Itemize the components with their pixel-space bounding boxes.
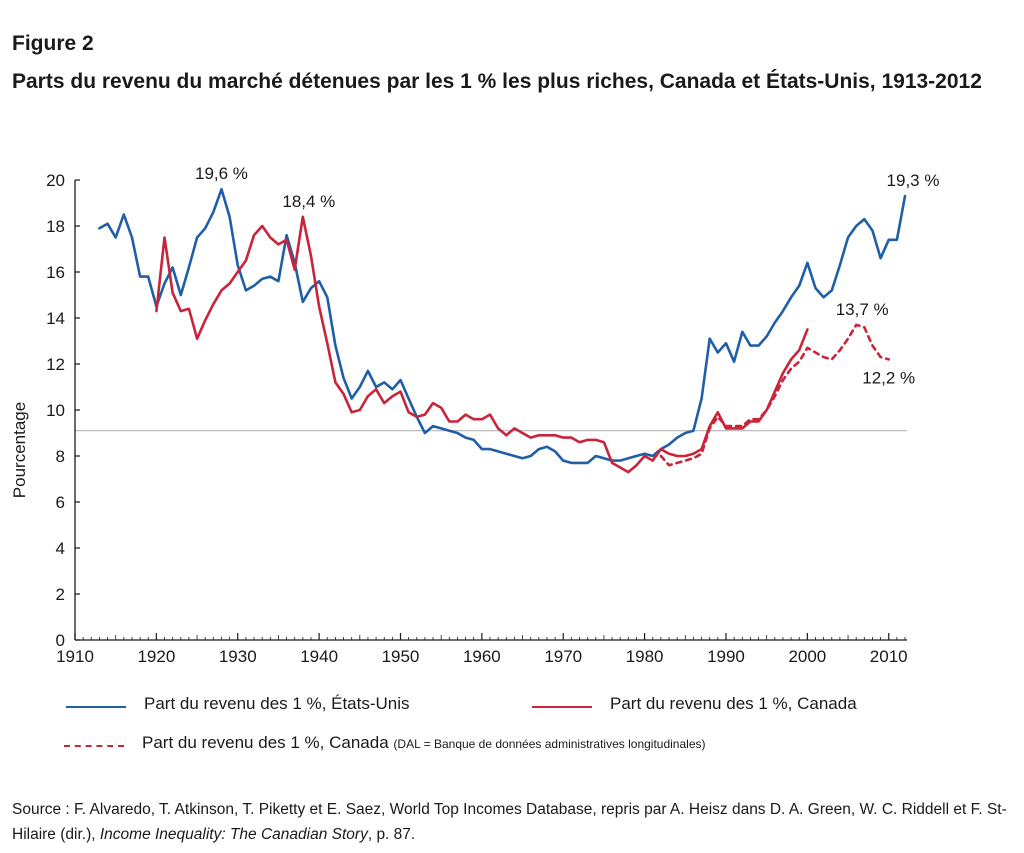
x-tick-label: 1940	[300, 647, 338, 666]
legend-swatch-us	[66, 706, 126, 708]
axis-layer: 0 2 4 6 8 10 12 14 16 18 20 1910 1920 1930 1940 1950 196…	[46, 171, 908, 666]
y-tick-label: 6	[56, 493, 65, 512]
data-label: 13,7 %	[836, 300, 889, 319]
y-tick-label: 18	[46, 217, 65, 236]
y-tick-label: 20	[46, 171, 65, 190]
x-tick-label: 1910	[56, 647, 94, 666]
source-book-title: Income Inequality: The Canadian Story	[99, 826, 368, 843]
legend-label-canada-dal: Part du revenu des 1 %, Canada (DAL = Ba…	[142, 733, 706, 753]
y-tick-label: 0	[56, 631, 65, 650]
x-tick-label: 1930	[219, 647, 257, 666]
data-label: 18,4 %	[282, 192, 335, 211]
legend-label-canada-dal-main: Part du revenu des 1 %, Canada	[142, 733, 389, 752]
y-tick-label: 8	[56, 447, 65, 466]
series-line-1	[155, 215, 809, 474]
y-tick-label: 12	[46, 355, 65, 374]
data-label: 19,3 %	[887, 171, 940, 190]
y-tick-label: 10	[46, 401, 65, 420]
x-tick-label: 1920	[137, 647, 175, 666]
y-tick-label: 4	[56, 539, 65, 558]
y-tick-label: 2	[56, 585, 65, 604]
x-tick-label: 1950	[382, 647, 420, 666]
source-prefix: Source : F. Alvaredo, T. Atkinson, T. Pi…	[12, 801, 1007, 843]
data-label: 12,2 %	[862, 368, 915, 387]
legend-swatch-canada	[532, 706, 592, 708]
source-note: Source : F. Alvaredo, T. Atkinson, T. Pi…	[12, 797, 1012, 847]
y-tick-label: 14	[46, 309, 65, 328]
series-layer	[98, 187, 907, 474]
x-tick-label: 2000	[788, 647, 826, 666]
line-chart: 0 2 4 6 8 10 12 14 16 18 20 1910 1920 1930 1940 1950 196…	[10, 164, 939, 666]
source-suffix: , p. 87.	[367, 826, 416, 843]
data-label: 19,6 %	[195, 164, 248, 183]
x-tick-label: 1960	[463, 647, 501, 666]
legend-swatch-canada-dal	[64, 745, 124, 747]
x-tick-label: 1970	[544, 647, 582, 666]
y-tick-label: 16	[46, 263, 65, 282]
annotation-layer: 19,6 % 18,4 % 19,3 % 13,7 % 12,2 %	[195, 164, 939, 387]
legend-label-us: Part du revenu des 1 %, États-Unis	[144, 694, 410, 713]
legend-label-canada-dal-note: (DAL = Banque de données administratives…	[393, 737, 706, 751]
x-tick-label: 1990	[707, 647, 745, 666]
x-tick-label: 2010	[870, 647, 908, 666]
legend-label-canada: Part du revenu des 1 %, Canada	[610, 694, 857, 713]
x-tick-label: 1980	[626, 647, 664, 666]
y-axis-label: Pourcentage	[10, 402, 29, 498]
series-line-0	[98, 187, 907, 465]
chart-title: Parts du revenu du marché détenues par l…	[12, 70, 982, 93]
series-line-2	[659, 323, 891, 467]
figure-label: Figure 2	[12, 32, 94, 55]
